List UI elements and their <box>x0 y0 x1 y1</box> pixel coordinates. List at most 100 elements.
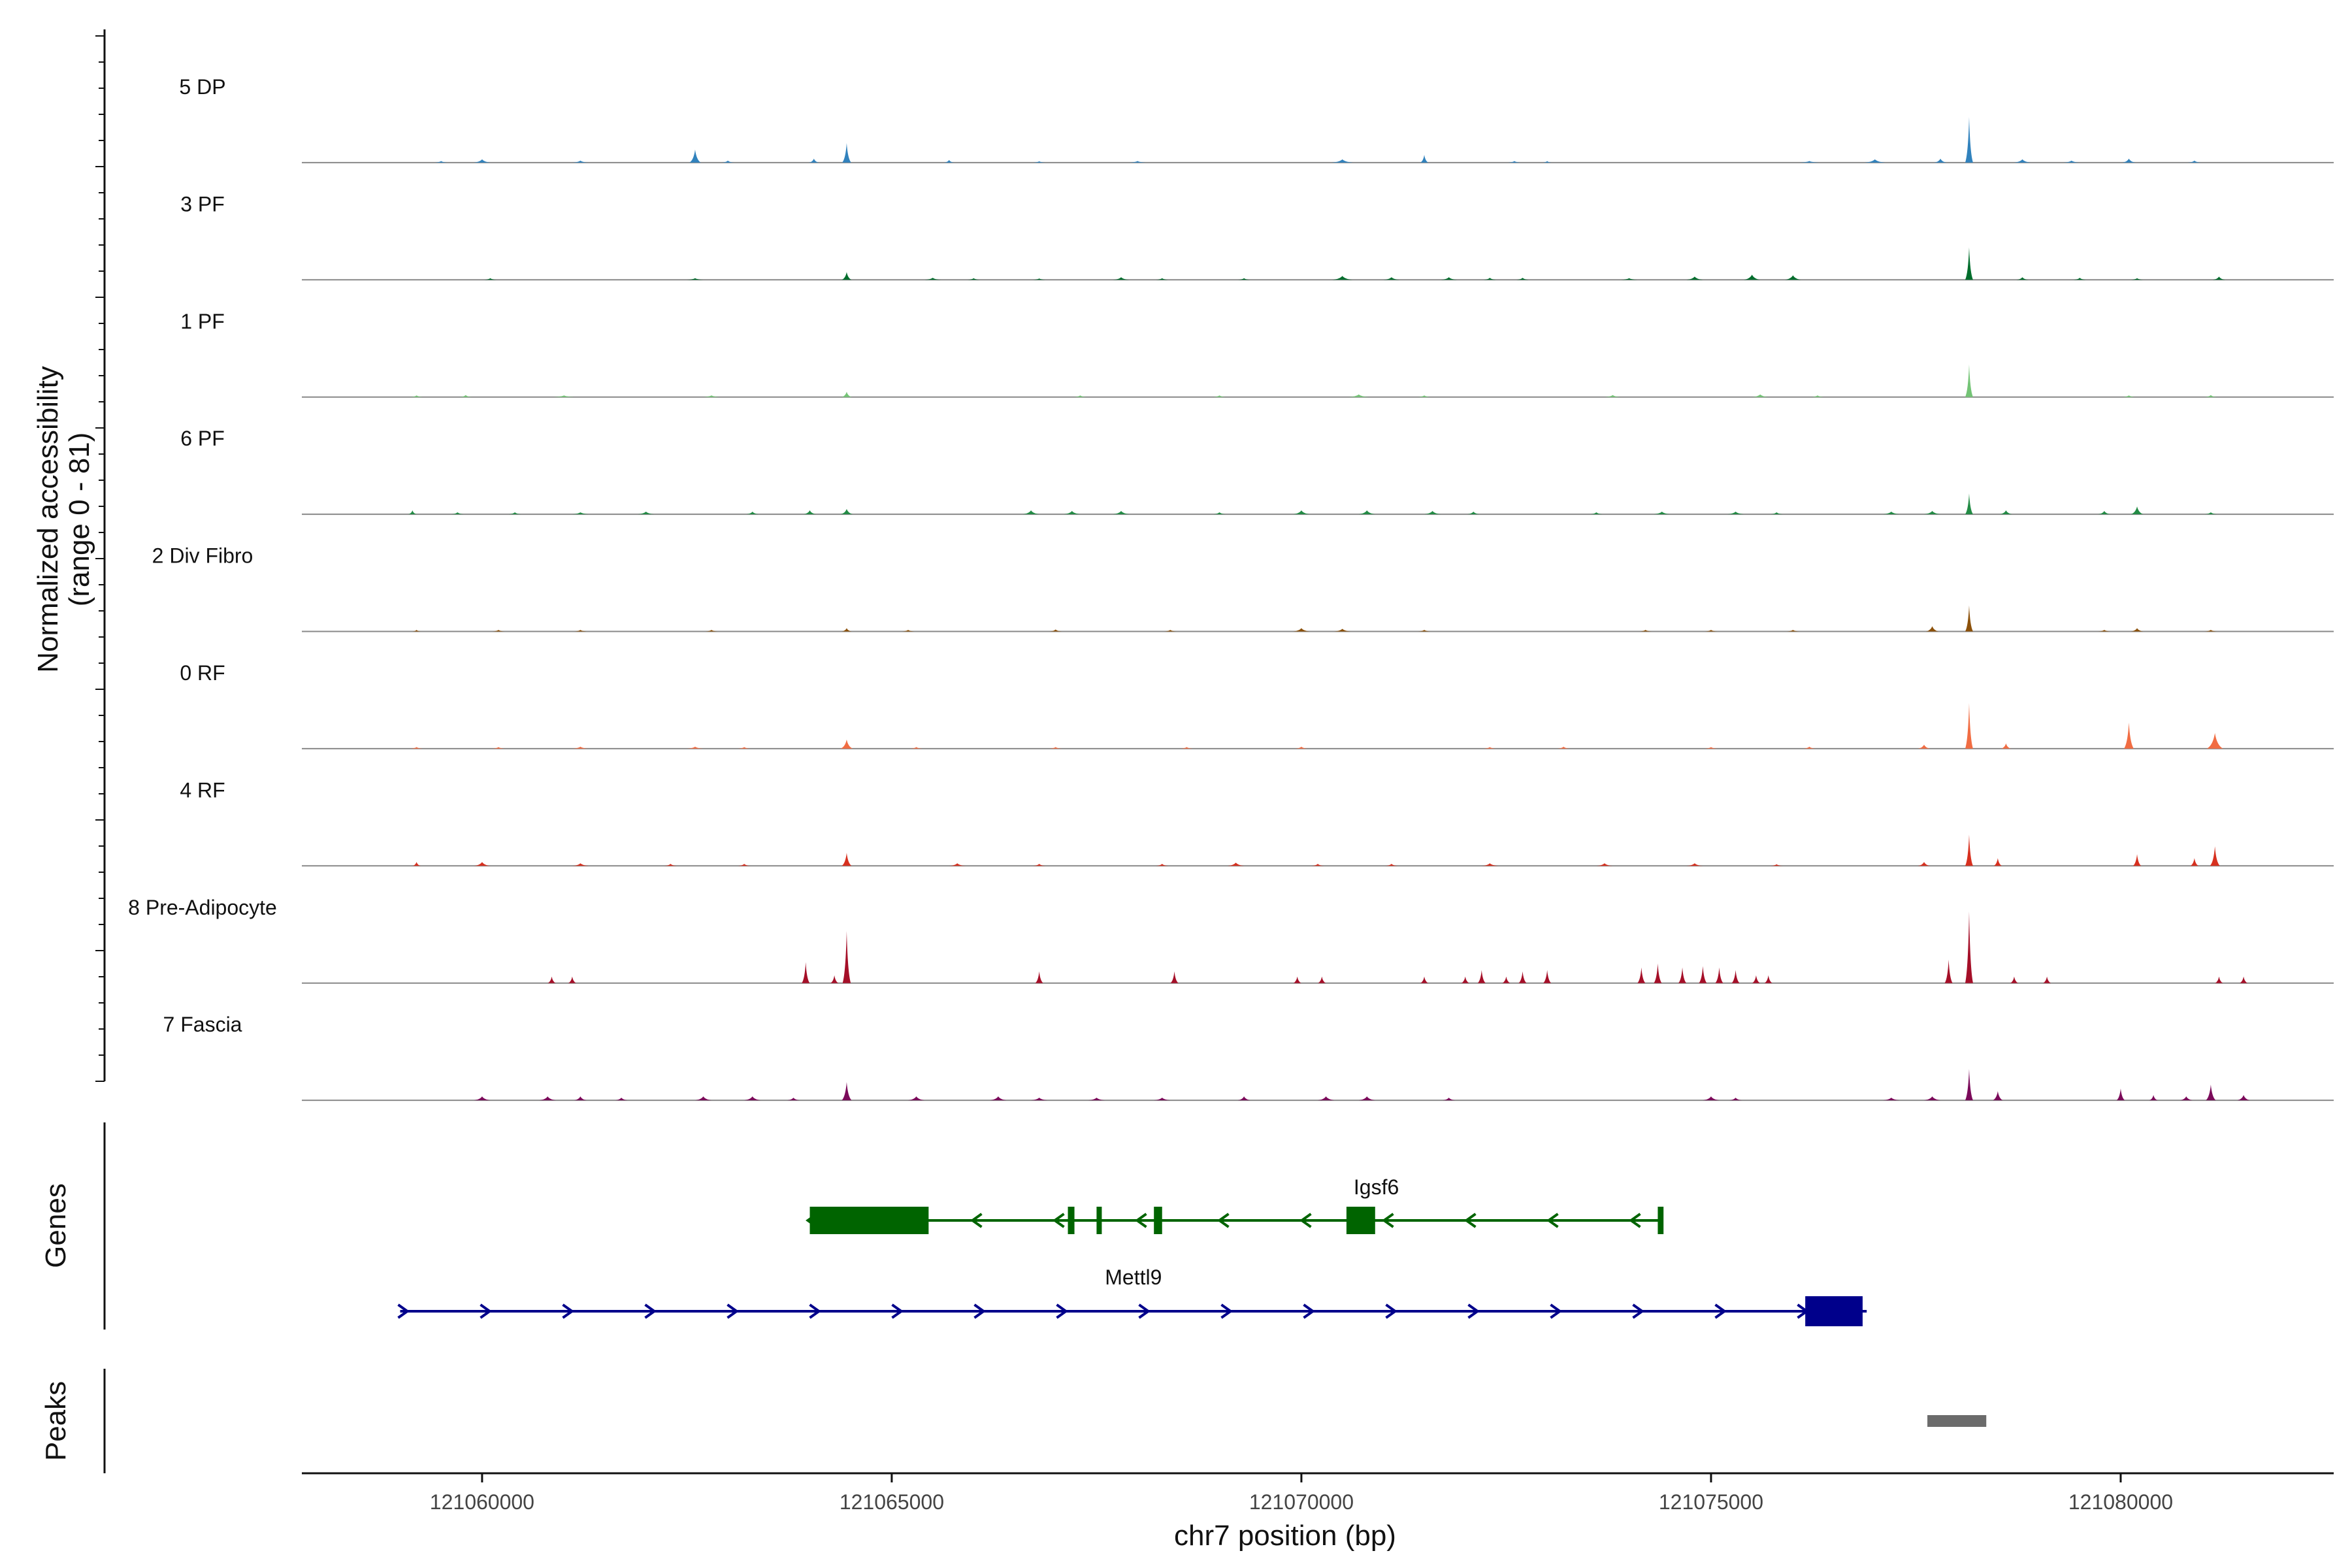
coverage-peak <box>1418 630 1431 632</box>
coverage-peak <box>1770 512 1783 515</box>
coverage-peak <box>902 630 915 632</box>
strand-arrow <box>1467 1303 1480 1319</box>
coverage-peak <box>1883 1098 1900 1101</box>
coverage-peak <box>638 512 655 515</box>
strand-arrow <box>1632 1303 1644 1319</box>
strand-arrow <box>1056 1303 1068 1319</box>
coverage-peak <box>2123 395 2135 397</box>
coverage-peak <box>1764 975 1772 983</box>
strand-arrow <box>1303 1303 1315 1319</box>
coverage-peak <box>1727 512 1744 515</box>
coverage-peak <box>1113 277 1130 280</box>
coverage-peak <box>1923 1096 1941 1101</box>
coverage-peak <box>1154 1098 1171 1101</box>
coverage-peak <box>1035 971 1043 983</box>
coverage-peak <box>1934 158 1947 163</box>
x-tick-label: 121075000 <box>1659 1490 1763 1514</box>
coverage-peak <box>1033 278 1046 280</box>
coverage-peak <box>2240 976 2248 983</box>
coverage-peak <box>1129 161 1146 163</box>
strand-arrow <box>1714 1303 1727 1319</box>
coverage-peak <box>2063 160 2080 163</box>
strand-arrow <box>891 1303 904 1319</box>
coverage-peak <box>2215 976 2223 983</box>
track-label: 7 Fascia <box>163 1013 242 1036</box>
coverage-peak <box>1965 605 1973 632</box>
coverage-peak <box>1293 510 1310 515</box>
gene-mettl9: Mettl9 <box>397 1266 1867 1326</box>
coverage-peak <box>2010 976 2018 983</box>
coverage-peak <box>1064 511 1081 515</box>
coverage-peak <box>1705 630 1718 632</box>
coverage-peak <box>572 863 589 866</box>
called-peak <box>1927 1415 1987 1427</box>
track-label: 6 PF <box>180 427 225 450</box>
coverage-peak <box>664 864 677 866</box>
coverage-peak <box>746 512 759 515</box>
coverage-peak <box>841 1082 852 1101</box>
coverage-peak <box>689 149 701 163</box>
coverage-peak <box>840 739 853 749</box>
coverage-peak <box>1918 744 1931 749</box>
coverage-peak <box>949 863 966 866</box>
coverage-peak <box>1461 976 1469 983</box>
coverage-peak <box>1686 276 1703 280</box>
coverage-peak <box>967 278 980 280</box>
coverage-peak <box>687 746 704 749</box>
coverage-peak <box>1073 395 1086 397</box>
coverage-peak <box>484 278 497 280</box>
coverage-peak <box>2131 506 2144 515</box>
coverage-peak <box>2132 854 2142 866</box>
coverage-peak <box>2149 1095 2158 1101</box>
coverage-peak <box>1508 161 1521 163</box>
coverage-peak <box>410 395 423 397</box>
coverage-peak <box>2098 630 2111 632</box>
coverage-peak <box>1590 512 1603 515</box>
coverage-peak <box>703 395 720 397</box>
coverage-peak <box>1467 512 1480 515</box>
coverage-peak <box>1311 864 1324 866</box>
coverage-peak <box>615 1098 628 1101</box>
gene-exon <box>1068 1207 1075 1234</box>
coverage-peak <box>1358 1096 1375 1101</box>
gene-exon <box>1658 1207 1664 1234</box>
coverage-peak <box>1799 161 1820 163</box>
coverage-peak <box>1237 278 1250 280</box>
strand-arrow <box>1138 1303 1151 1319</box>
coverage-peak <box>1883 512 1900 515</box>
coverage-peak <box>547 976 556 983</box>
y-axis: Normalized accessibility(range 0 - 81) <box>32 29 106 1082</box>
coverage-peak <box>572 512 589 515</box>
coverage-peak <box>1543 161 1552 163</box>
peaks-panel: Peaks <box>40 1369 1987 1473</box>
coverage-peak <box>1705 747 1718 749</box>
coverage-peak <box>1999 510 2012 515</box>
coverage-peak <box>1639 630 1652 632</box>
coverage-peak <box>1293 976 1301 983</box>
coverage-peak <box>2001 743 2011 749</box>
gene-exon <box>1346 1207 1375 1234</box>
coverage-peak <box>539 1096 556 1101</box>
coverage-peak <box>1620 278 1638 280</box>
coverage-peak <box>830 975 839 983</box>
coverage-peak <box>1022 510 1039 515</box>
coverage-peak <box>1331 276 1353 280</box>
coverage-peak <box>451 512 464 515</box>
coverage-peak <box>1965 117 1973 163</box>
gene-name-label: Mettl9 <box>1105 1266 1162 1289</box>
x-axis: 121060000 121065000 121070000 121075000 1210… <box>302 1472 2334 1552</box>
coverage-peak <box>738 864 751 866</box>
track-6-pf: 6 PF <box>180 427 2334 515</box>
x-tick-label: 121080000 <box>2068 1490 2173 1514</box>
strand-arrow <box>973 1303 986 1319</box>
gene-exon <box>1154 1207 1162 1234</box>
coverage-peak <box>2190 858 2199 866</box>
coverage-peak <box>694 1096 712 1101</box>
coverage-peak <box>924 278 941 280</box>
coverage-peak <box>1770 864 1783 866</box>
gene-igsf6: Igsf6 <box>806 1175 1664 1234</box>
coverage-peak <box>572 160 589 163</box>
coverage-peak <box>1784 275 1801 280</box>
peaks-panel-label: Peaks <box>40 1381 72 1461</box>
